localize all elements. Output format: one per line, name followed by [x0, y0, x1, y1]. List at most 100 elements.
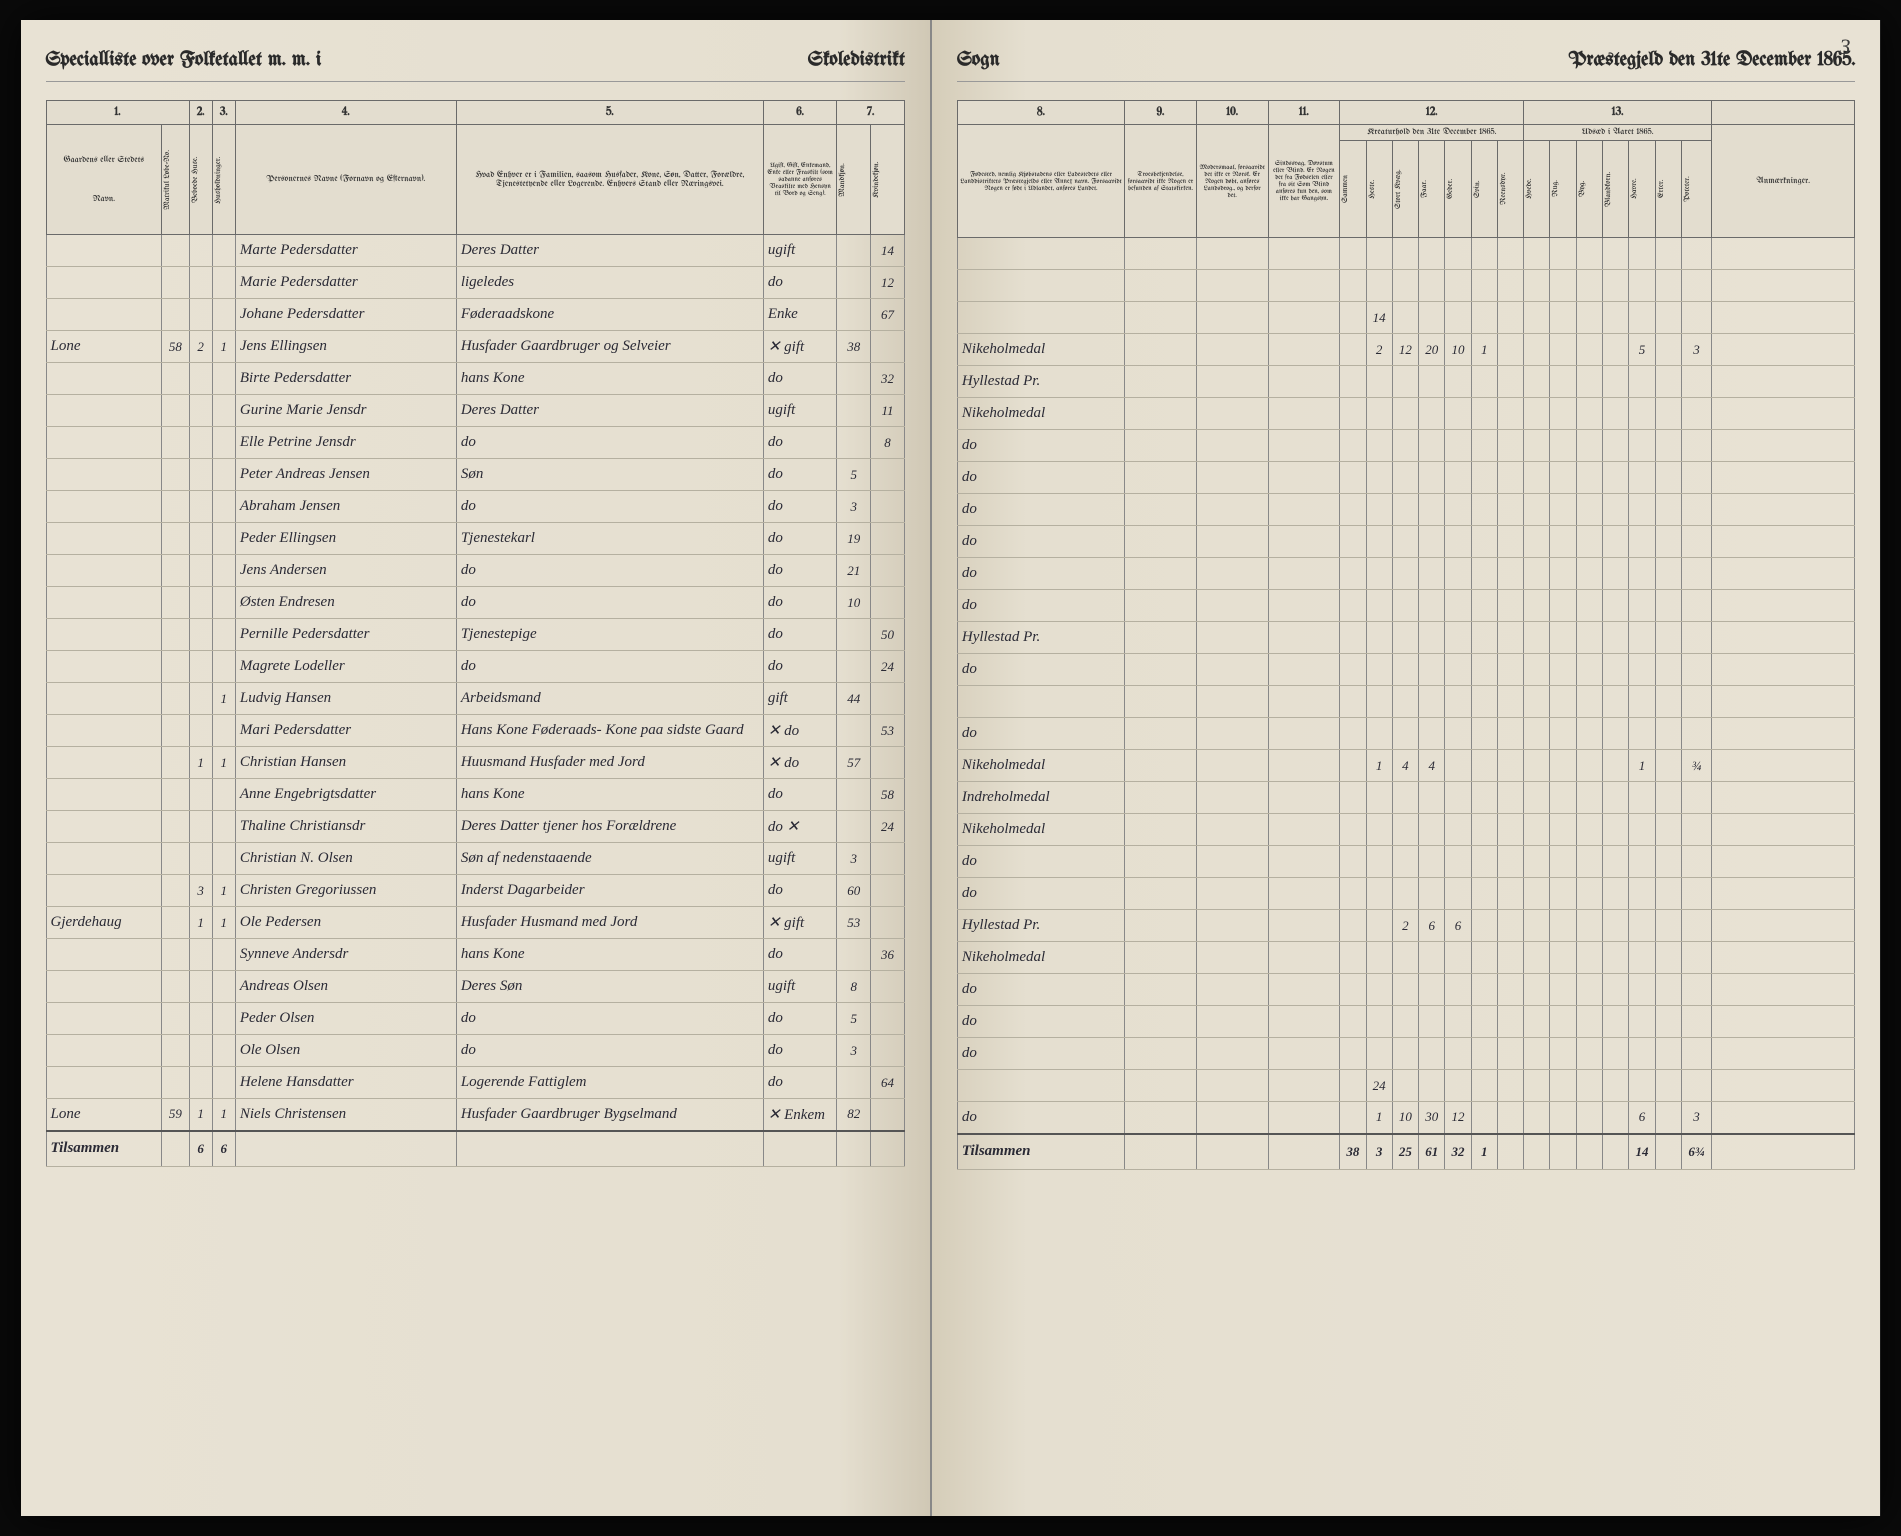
- cell-livestock-0: [1340, 558, 1366, 590]
- table-row: do: [957, 494, 1855, 526]
- cell-lobe: [162, 427, 189, 459]
- cell-right-0: Nikeholmedal: [957, 814, 1124, 846]
- cell-right-1: [1125, 526, 1197, 558]
- cell-seed-0: [1524, 974, 1550, 1006]
- table-row: Nikeholmedal1441¾: [957, 750, 1855, 782]
- cell-status: do: [763, 427, 837, 459]
- cell-livestock-4: [1445, 270, 1471, 302]
- cell-remarks: [1712, 782, 1855, 814]
- cell-status: do: [763, 491, 837, 523]
- cell-remarks: [1712, 590, 1855, 622]
- cell-seed-3: [1603, 686, 1629, 718]
- table-row: do: [957, 1038, 1855, 1070]
- cell-right-1: [1125, 718, 1197, 750]
- cell-seed-5: [1655, 590, 1681, 622]
- cell-status: ✕ do: [763, 747, 837, 779]
- cell-seed-1: [1550, 558, 1576, 590]
- table-row: do: [957, 1006, 1855, 1038]
- table-row: 14: [957, 302, 1855, 334]
- cell-seed-2: [1576, 782, 1602, 814]
- cell-k: [871, 459, 905, 491]
- cell-right-1: [1125, 430, 1197, 462]
- cell-place: [46, 267, 162, 299]
- cell-livestock-0: [1340, 942, 1366, 974]
- cell-livestock-4: [1445, 238, 1471, 270]
- cell-name: Elle Petrine Jensdr: [235, 427, 456, 459]
- cell-livestock-5: [1471, 846, 1497, 878]
- cell-right-3: [1268, 366, 1340, 398]
- cell-seed-0: [1524, 590, 1550, 622]
- cell-livestock-4: 6: [1445, 910, 1471, 942]
- cell-remarks: [1712, 974, 1855, 1006]
- cell-right-3: [1268, 270, 1340, 302]
- cell-seed-5: [1655, 814, 1681, 846]
- cell-place: [46, 875, 162, 907]
- cell-livestock-3: [1419, 846, 1445, 878]
- cell-livestock-1: [1366, 366, 1392, 398]
- subcol-faar: Faar.: [1421, 144, 1429, 234]
- cell-right-0: do: [957, 846, 1124, 878]
- cell-seed-1: [1550, 1070, 1576, 1102]
- cell-hus: [189, 523, 212, 555]
- cell-status: do: [763, 587, 837, 619]
- cell-m: 38: [837, 331, 871, 363]
- cell-livestock-1: [1366, 462, 1392, 494]
- subcol-geder: Geder.: [1447, 144, 1455, 234]
- cell-seed-6: [1681, 910, 1711, 942]
- cell-right-0: Nikeholmedal: [957, 750, 1124, 782]
- cell-livestock-5: [1471, 718, 1497, 750]
- cell-livestock-4: [1445, 1070, 1471, 1102]
- cell-seed-2: [1576, 846, 1602, 878]
- cell-hh: [212, 235, 235, 267]
- cell-livestock-2: [1392, 782, 1418, 814]
- cell-lobe: [162, 299, 189, 331]
- cell-hus: 2: [189, 331, 212, 363]
- cell-k: [871, 747, 905, 779]
- cell-m: [837, 427, 871, 459]
- cell-lobe: [162, 235, 189, 267]
- table-row: [957, 686, 1855, 718]
- col-hus: Beboede Huse.: [192, 135, 200, 225]
- table-row: Thaline ChristiansdrDeres Datter tjener …: [46, 811, 904, 843]
- cell-seed-1: [1550, 302, 1576, 334]
- cell-role: Logerende Fattiglem: [456, 1067, 763, 1099]
- cell-status: do: [763, 523, 837, 555]
- cell-right-3: [1268, 462, 1340, 494]
- cell-k: [871, 587, 905, 619]
- cell-lobe: [162, 651, 189, 683]
- cell-seed-6: ¾: [1681, 750, 1711, 782]
- cell-right-2: [1196, 494, 1268, 526]
- table-row: do110301263: [957, 1102, 1855, 1134]
- cell-livestock-6: [1497, 1102, 1523, 1134]
- cell-seed-4: [1629, 494, 1655, 526]
- cell-livestock-6: [1497, 750, 1523, 782]
- cell-livestock-1: 2: [1366, 334, 1392, 366]
- cell-hus: [189, 843, 212, 875]
- cell-livestock-4: [1445, 398, 1471, 430]
- cell-livestock-2: [1392, 526, 1418, 558]
- cell-place: [46, 459, 162, 491]
- cell-name: Christian Hansen: [235, 747, 456, 779]
- cell-hh: [212, 971, 235, 1003]
- cell-seed-6: [1681, 430, 1711, 462]
- cell-hus: [189, 1035, 212, 1067]
- col-livestock: Kreaturhold den 31te December 1865.: [1340, 125, 1524, 141]
- cell-livestock-6: [1497, 302, 1523, 334]
- cell-k: 24: [871, 811, 905, 843]
- cell-livestock-2: 2: [1392, 910, 1418, 942]
- cell-name: Jens Andersen: [235, 555, 456, 587]
- col1-num: 1.: [46, 101, 189, 125]
- cell-lobe: [162, 587, 189, 619]
- cell-livestock-1: [1366, 686, 1392, 718]
- cell-name: Marie Pedersdatter: [235, 267, 456, 299]
- cell-seed-6: 3: [1681, 1102, 1711, 1134]
- table-row: do: [957, 590, 1855, 622]
- cell-livestock-4: [1445, 1006, 1471, 1038]
- cell-remarks: [1712, 1038, 1855, 1070]
- cell-role: do: [456, 1035, 763, 1067]
- table-row: Mari PedersdatterHans Kone Føderaads- Ko…: [46, 715, 904, 747]
- cell-seed-6: [1681, 494, 1711, 526]
- cell-right-2: [1196, 1006, 1268, 1038]
- cell-hus: [189, 811, 212, 843]
- cell-seed-6: [1681, 686, 1711, 718]
